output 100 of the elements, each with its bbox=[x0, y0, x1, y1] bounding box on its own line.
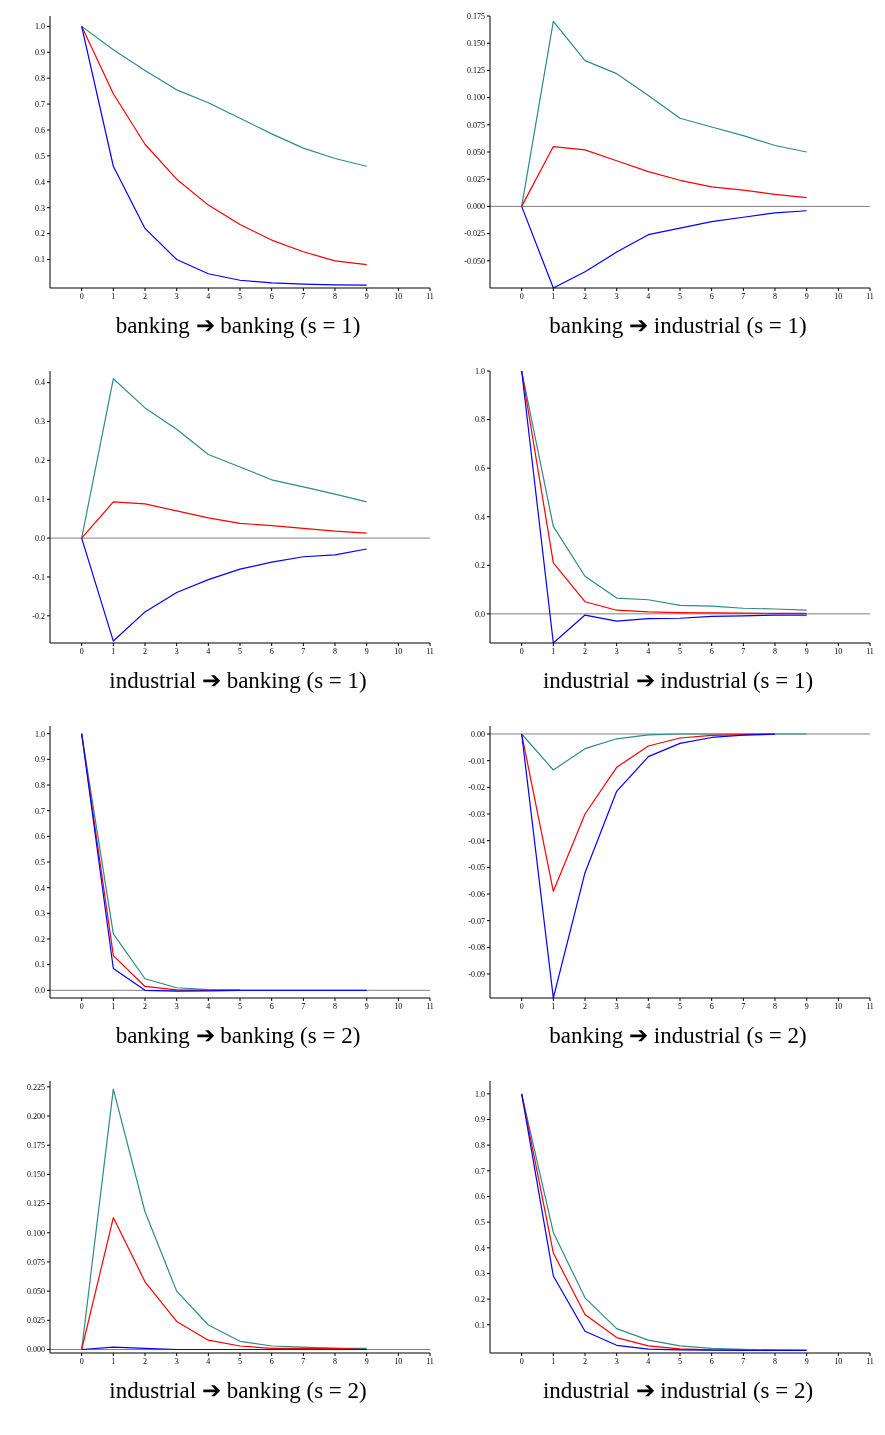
y-tick-label: 0.1 bbox=[35, 495, 45, 505]
x-tick-label: 0 bbox=[519, 291, 524, 301]
x-axis-title: industrial ➔ banking (s = 1) bbox=[108, 667, 368, 694]
x-tick-label: 11 bbox=[866, 1356, 874, 1366]
x-axis-title: banking ➔ industrial (s = 1) bbox=[548, 312, 808, 339]
x-tick-label: 8 bbox=[333, 1356, 337, 1366]
x-tick-label: 10 bbox=[394, 646, 403, 656]
x-tick-label: 6 bbox=[709, 291, 714, 301]
y-tick-label: 1.0 bbox=[475, 366, 485, 376]
x-axis-title: industrial ➔ industrial (s = 2) bbox=[541, 1377, 815, 1404]
x-tick-label: 2 bbox=[143, 1001, 147, 1011]
x-tick-label: 7 bbox=[741, 1001, 746, 1011]
y-tick-label: 0.8 bbox=[475, 415, 485, 425]
y-tick-label: 0.2 bbox=[35, 229, 45, 239]
y-tick-label: 0.2 bbox=[475, 561, 485, 571]
x-tick-label: 11 bbox=[866, 291, 874, 301]
y-tick-label: -0.09 bbox=[468, 969, 485, 979]
x-tick-label: 3 bbox=[174, 1356, 179, 1366]
x-tick-label: 0 bbox=[79, 1356, 84, 1366]
x-tick-label: 5 bbox=[678, 1356, 682, 1366]
y-tick-label: 0.0 bbox=[35, 986, 45, 996]
x-tick-label: 3 bbox=[174, 1001, 179, 1011]
y-tick-label: 0.150 bbox=[467, 39, 485, 49]
x-tick-label: 0 bbox=[79, 1001, 84, 1011]
x-tick-label: 7 bbox=[741, 291, 746, 301]
y-tick-label: 0.6 bbox=[35, 832, 45, 842]
x-tick-label: 5 bbox=[238, 646, 242, 656]
x-tick-label: 4 bbox=[646, 1001, 651, 1011]
x-tick-label: 4 bbox=[206, 1356, 211, 1366]
x-tick-label: 7 bbox=[301, 291, 306, 301]
x-tick-label: 3 bbox=[614, 291, 619, 301]
x-tick-label: 8 bbox=[773, 646, 777, 656]
x-tick-label: 3 bbox=[174, 646, 179, 656]
x-tick-label: 10 bbox=[834, 646, 843, 656]
x-tick-label: 11 bbox=[426, 1356, 434, 1366]
y-tick-label: 0.2 bbox=[35, 934, 45, 944]
x-tick-label: 2 bbox=[143, 1356, 147, 1366]
y-tick-label: 0.6 bbox=[475, 463, 485, 473]
x-tick-label: 2 bbox=[583, 291, 587, 301]
y-tick-label: 0.100 bbox=[27, 1228, 45, 1238]
y-tick-label: 0.00 bbox=[471, 729, 485, 739]
x-tick-label: 11 bbox=[426, 646, 434, 656]
x-tick-label: 1 bbox=[551, 291, 556, 301]
x-tick-label: 6 bbox=[269, 291, 274, 301]
x-tick-label: 1 bbox=[111, 1001, 116, 1011]
y-tick-label: 0.075 bbox=[27, 1257, 45, 1267]
y-tick-label: 0.5 bbox=[475, 1217, 485, 1227]
y-tick-label: 0.4 bbox=[475, 512, 485, 522]
y-tick-label: -0.08 bbox=[468, 943, 485, 953]
y-tick-label: -0.025 bbox=[464, 229, 485, 239]
y-tick-label: 0.200 bbox=[27, 1111, 45, 1121]
y-tick-label: -0.04 bbox=[468, 836, 485, 846]
y-tick-label: 0.3 bbox=[35, 909, 45, 919]
x-tick-label: 0 bbox=[519, 1001, 524, 1011]
y-tick-label: 0.4 bbox=[35, 378, 45, 388]
x-tick-label: 5 bbox=[678, 291, 682, 301]
x-tick-label: 4 bbox=[646, 1356, 651, 1366]
x-tick-label: 10 bbox=[394, 1356, 403, 1366]
x-tick-label: 5 bbox=[238, 1001, 242, 1011]
x-tick-label: 0 bbox=[79, 291, 84, 301]
y-tick-label: 0.8 bbox=[475, 1140, 485, 1150]
x-tick-label: 9 bbox=[364, 291, 369, 301]
x-tick-label: 9 bbox=[364, 646, 369, 656]
x-tick-label: 7 bbox=[301, 1001, 306, 1011]
x-tick-label: 11 bbox=[866, 646, 874, 656]
y-tick-label: 0.0 bbox=[475, 609, 485, 619]
x-tick-label: 2 bbox=[143, 646, 147, 656]
x-tick-label: 8 bbox=[773, 1356, 777, 1366]
x-tick-label: 8 bbox=[333, 646, 337, 656]
y-tick-label: -0.1 bbox=[32, 572, 45, 582]
x-tick-label: 7 bbox=[301, 1356, 306, 1366]
y-tick-label: -0.050 bbox=[464, 256, 485, 266]
x-tick-label: 10 bbox=[394, 291, 403, 301]
y-tick-label: 0.000 bbox=[467, 202, 485, 212]
y-tick-label: -0.01 bbox=[468, 756, 485, 766]
y-tick-label: 0.5 bbox=[35, 151, 45, 161]
x-tick-label: 10 bbox=[834, 291, 843, 301]
x-tick-label: 5 bbox=[678, 646, 682, 656]
y-tick-label: -0.07 bbox=[468, 916, 485, 926]
y-tick-label: 1.0 bbox=[35, 729, 45, 739]
x-tick-label: 4 bbox=[646, 291, 651, 301]
x-tick-label: 2 bbox=[583, 1001, 587, 1011]
x-tick-label: 11 bbox=[426, 291, 434, 301]
x-tick-label: 3 bbox=[174, 291, 179, 301]
y-tick-label: 0.0 bbox=[35, 533, 45, 543]
y-tick-label: 0.100 bbox=[467, 93, 485, 103]
y-tick-label: 0.125 bbox=[27, 1199, 45, 1209]
y-tick-label: 0.9 bbox=[35, 48, 45, 58]
x-tick-label: 6 bbox=[269, 1001, 274, 1011]
x-tick-label: 4 bbox=[206, 1001, 211, 1011]
x-tick-label: 9 bbox=[804, 291, 809, 301]
y-tick-label: 0.125 bbox=[467, 66, 485, 76]
x-tick-label: 2 bbox=[143, 291, 147, 301]
x-tick-label: 1 bbox=[111, 291, 116, 301]
y-tick-label: 0.3 bbox=[35, 203, 45, 213]
y-tick-label: 0.2 bbox=[35, 456, 45, 466]
x-tick-label: 11 bbox=[426, 1001, 434, 1011]
y-tick-label: 0.1 bbox=[35, 960, 45, 970]
x-tick-label: 7 bbox=[741, 1356, 746, 1366]
x-tick-label: 9 bbox=[804, 1356, 809, 1366]
